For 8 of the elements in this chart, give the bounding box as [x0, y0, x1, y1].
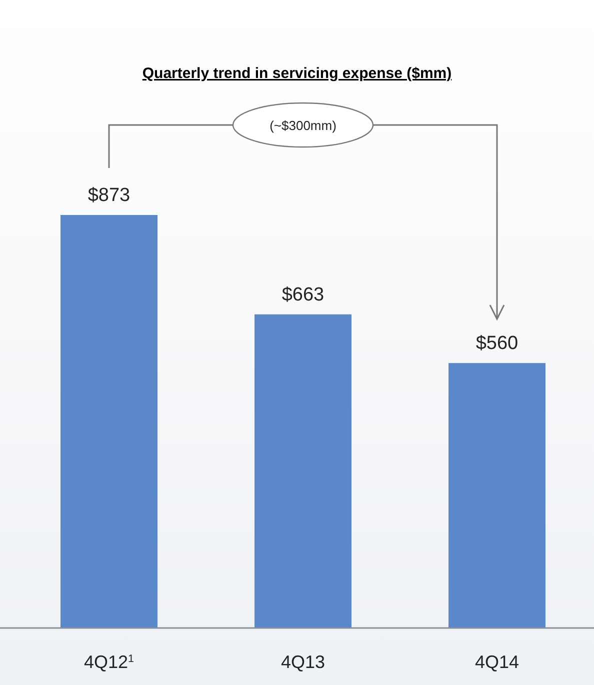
x-tick-label: 4Q13: [280, 652, 326, 672]
data-label: $873: [88, 185, 130, 206]
text: (~$300mm): [270, 118, 336, 133]
x-tick-label: 4Q14: [474, 652, 520, 672]
chart-title: Quarterly trend in servicing expense ($mm): [142, 65, 452, 82]
data-label: $560: [476, 333, 518, 354]
x-tick-label: 4Q12$^{1}$: [84, 652, 134, 672]
data-label: $663: [282, 284, 324, 306]
